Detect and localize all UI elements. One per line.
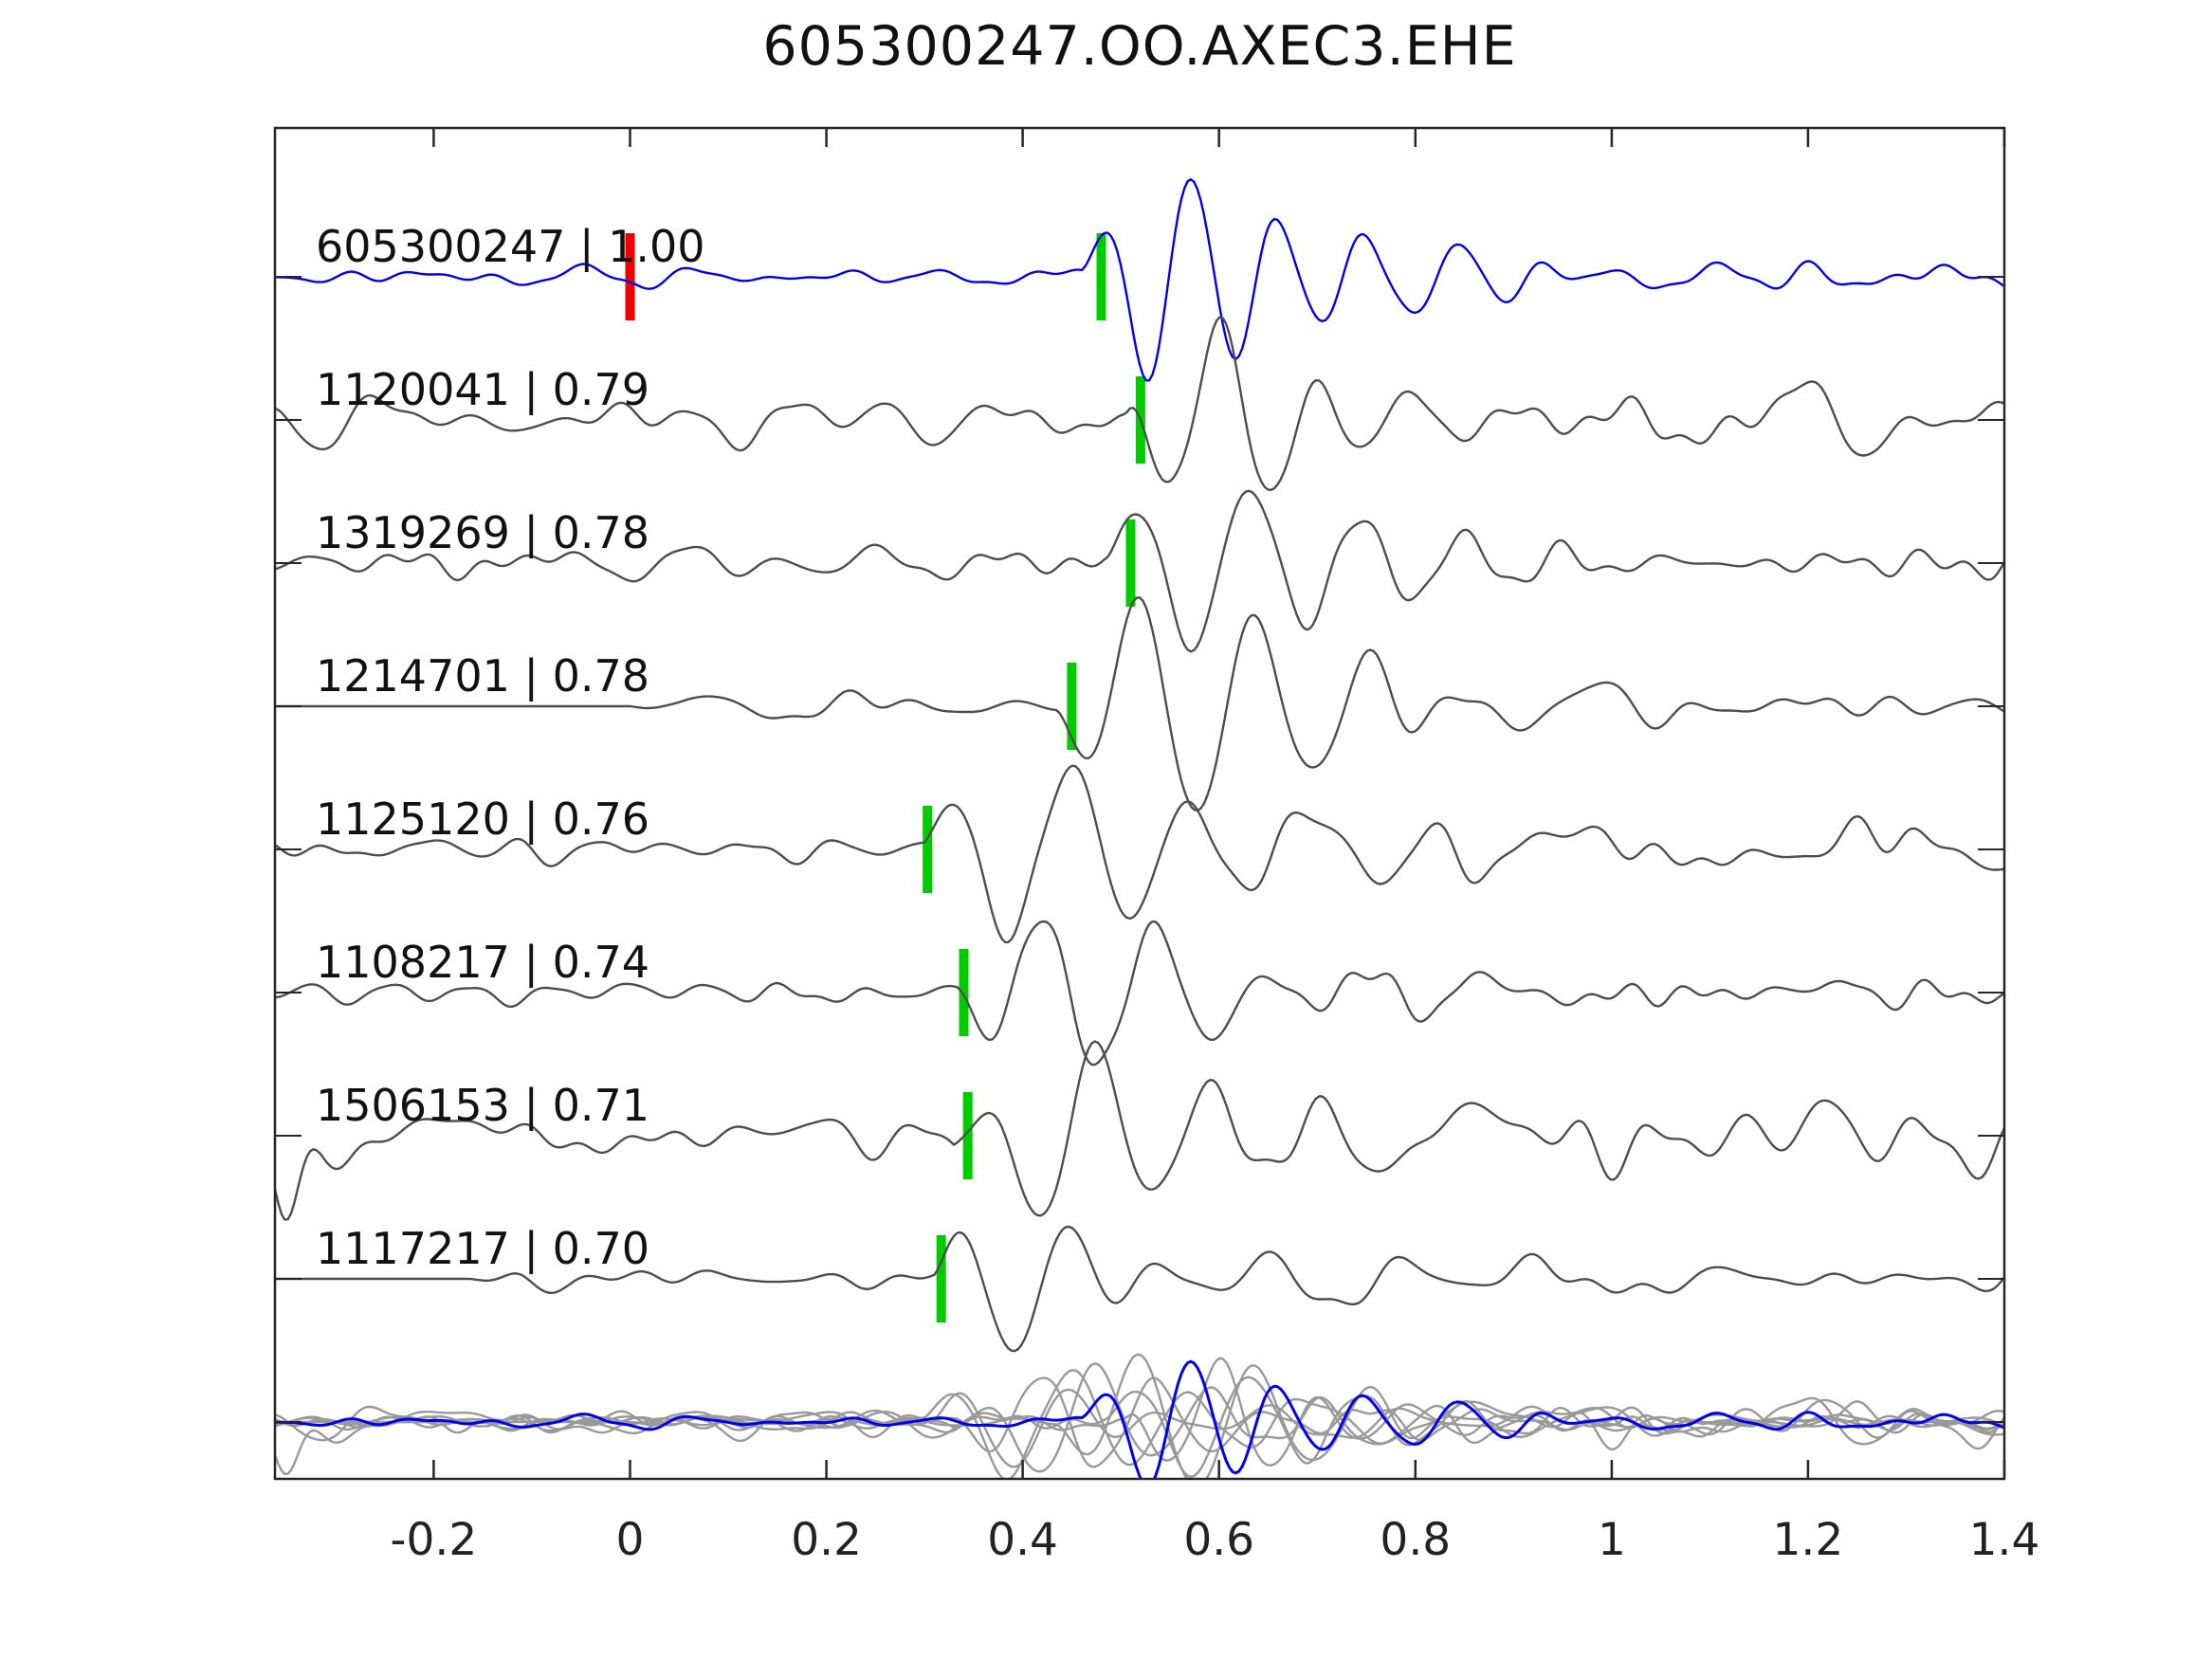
xtick-label: 1.4 [1969, 1514, 2040, 1566]
overlay-trace-1214701 [276, 1353, 2003, 1478]
xtick-label: 0.2 [791, 1514, 862, 1566]
xtick-label: 0.6 [1183, 1514, 1254, 1566]
trace-1506153 [276, 1040, 2003, 1221]
trace-label-1108217: 1108217 | 0.74 [316, 937, 649, 989]
trace-label-1506153: 1506153 | 0.71 [316, 1080, 649, 1132]
pick-marker-1319269 [1125, 520, 1136, 607]
pick-marker-1117217 [936, 1235, 946, 1322]
trace-1319269 [276, 489, 2003, 653]
overlay-trace-1117217 [276, 1388, 2003, 1468]
pick-markers-group [625, 233, 1145, 1322]
figure-title: 605300247.OO.AXEC3.EHE [762, 15, 1517, 78]
pick-marker-605300247 [1096, 233, 1106, 320]
trace-1214701 [276, 596, 2003, 812]
overlay-trace-605300247 [276, 1359, 2003, 1478]
xtick-label: 0 [616, 1514, 645, 1566]
axes-frame-group [273, 126, 2006, 1481]
labels-group: -0.2 0 0.2 0.4 0.6 0.8 1 1.2 1.4 605300247 | 1.00… [316, 221, 2039, 1566]
axes-frame [273, 126, 2006, 1481]
trace-1117217 [276, 1225, 2003, 1353]
pick-marker-1125120 [923, 806, 933, 893]
trace-label-1125120: 1125120 | 0.76 [316, 793, 649, 846]
trace-605300247 [276, 178, 2003, 382]
trace-1120041 [276, 316, 2003, 491]
xtick-label: 0.8 [1380, 1514, 1451, 1566]
pick-marker-1214701 [1067, 663, 1077, 750]
trace-label-605300247: 605300247 | 1.00 [316, 221, 705, 273]
xtick-label: -0.2 [391, 1514, 478, 1566]
trace-1108217 [276, 920, 2003, 1066]
trace-label-1214701: 1214701 | 0.78 [316, 650, 649, 702]
pick-marker-1108217 [959, 949, 969, 1036]
traces-group [276, 178, 2003, 1478]
xtick-label: 1.2 [1773, 1514, 1844, 1566]
pick-marker-1506153 [962, 1092, 973, 1179]
trace-1125120 [276, 764, 2003, 944]
trace-label-1117217: 1117217 | 0.70 [316, 1223, 649, 1275]
trace-label-1120041: 1120041 | 0.79 [316, 364, 649, 416]
trace-label-1319269: 1319269 | 0.78 [316, 507, 649, 559]
reference-time-marker [625, 233, 635, 320]
xtick-label: 0.4 [987, 1514, 1058, 1566]
xtick-label: 1 [1598, 1514, 1626, 1566]
